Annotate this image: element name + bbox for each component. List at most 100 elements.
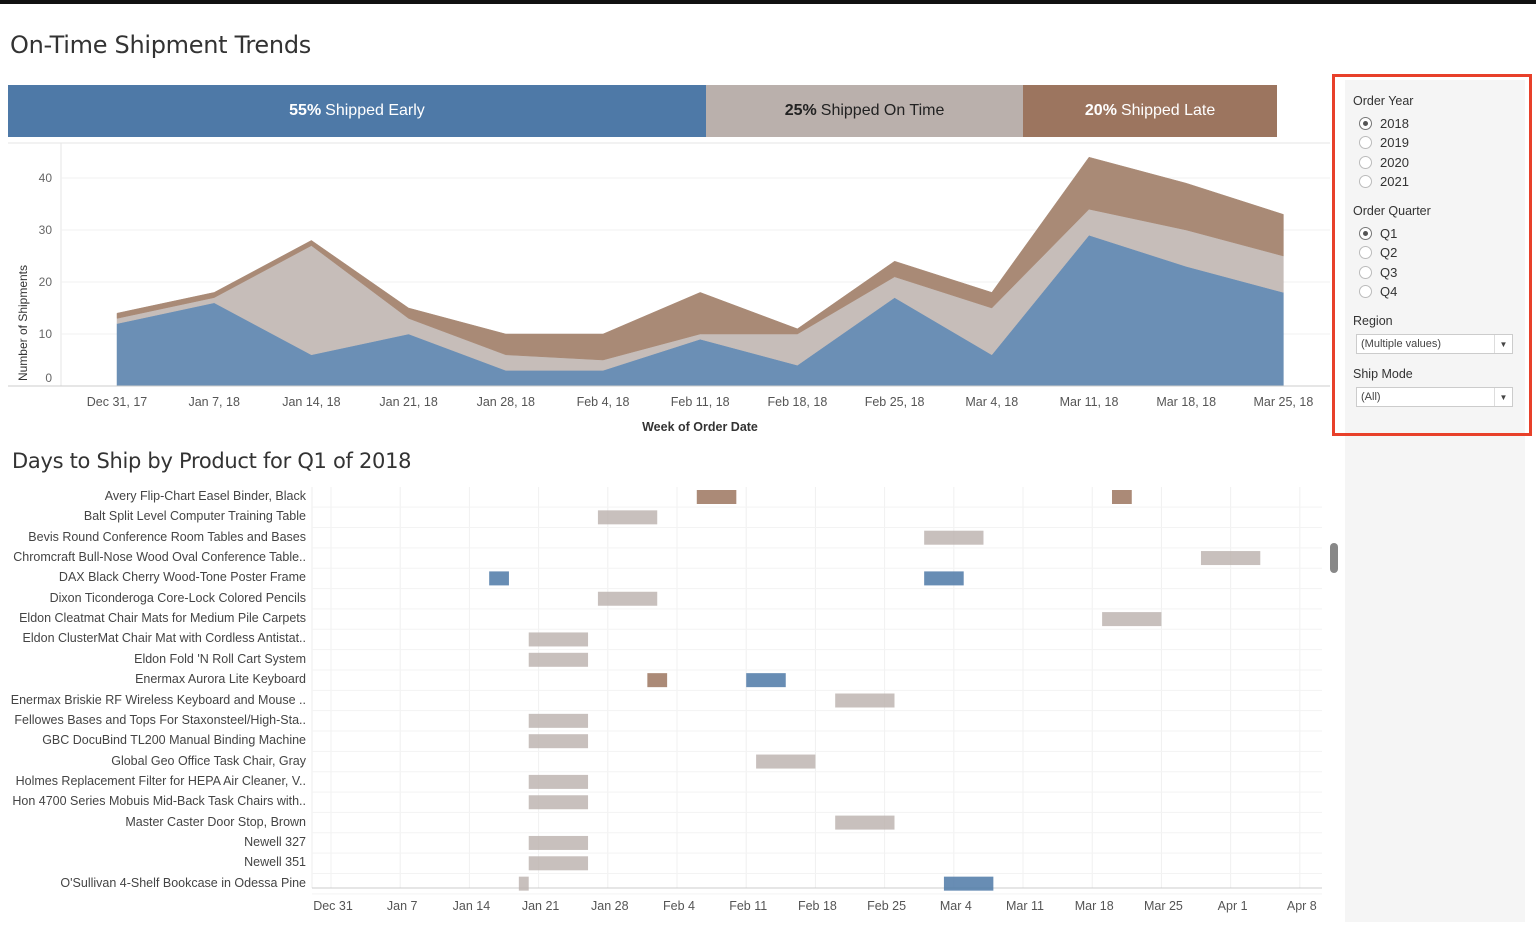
- gantt-bar-ontime[interactable]: [528, 632, 589, 647]
- x-tick-label: Mar 18: [1075, 899, 1114, 913]
- banner-segment-late[interactable]: 20% Shipped Late: [1023, 85, 1277, 137]
- x-tick-label: Jan 14: [453, 899, 491, 913]
- highlight-box: [1332, 74, 1532, 436]
- quarter-option-q2[interactable]: Q2: [1359, 245, 1397, 260]
- product-label: Eldon Fold 'N Roll Cart System: [134, 651, 306, 666]
- gantt-bar-ontime[interactable]: [528, 856, 589, 871]
- gantt-bar-ontime[interactable]: [835, 815, 895, 830]
- banner-pct: 55%: [289, 102, 322, 119]
- x-tick-label: Dec 31, 17: [87, 395, 148, 409]
- gantt-bar-early[interactable]: [489, 571, 509, 586]
- scrollbar-thumb[interactable]: [1330, 543, 1338, 573]
- quarter-option-q1[interactable]: Q1: [1359, 226, 1397, 241]
- year-option-2021[interactable]: 2021: [1359, 174, 1409, 189]
- gantt-bar-ontime[interactable]: [528, 713, 589, 728]
- product-label: Eldon Cleatmat Chair Mats for Medium Pil…: [19, 611, 306, 626]
- gantt-bar-ontime[interactable]: [528, 734, 589, 749]
- banner-segment-ontime[interactable]: 25% Shipped On Time: [705, 85, 1024, 137]
- product-label: Newell 351: [244, 855, 306, 870]
- y-tick-label: 10: [39, 327, 53, 341]
- option-label: Q3: [1380, 264, 1398, 280]
- gantt-bar-ontime[interactable]: [597, 591, 658, 606]
- order-quarter-label: Order Quarter: [1353, 204, 1431, 218]
- gantt-bar-late[interactable]: [696, 490, 737, 504]
- gantt-bar-ontime[interactable]: [528, 795, 589, 810]
- x-tick-label: Dec 31: [313, 899, 353, 913]
- product-label: Balt Split Level Computer Training Table: [83, 509, 306, 524]
- x-tick-label: Feb 25, 18: [865, 395, 925, 409]
- x-tick-label: Feb 18: [798, 899, 837, 913]
- x-tick-label: Mar 4, 18: [965, 395, 1018, 409]
- shipment-summary-banner: 55% Shipped Early 25% Shipped On Time 20% Shi…: [8, 85, 1277, 137]
- gantt-bar-early[interactable]: [746, 673, 786, 688]
- gantt-bar-ontime[interactable]: [528, 774, 589, 789]
- ship-mode-value: (All): [1361, 391, 1381, 403]
- radio-button-icon[interactable]: [1359, 136, 1372, 150]
- gantt-bar-late[interactable]: [647, 673, 668, 688]
- x-tick-label: Mar 11: [1006, 899, 1044, 913]
- banner-label: Shipped Late: [1120, 102, 1216, 119]
- product-label: DAX Black Cherry Wood-Tone Poster Frame: [58, 570, 306, 585]
- product-label: Master Caster Door Stop, Brown: [125, 814, 306, 829]
- gantt-bar-ontime[interactable]: [924, 530, 984, 545]
- gantt-bar-ontime[interactable]: [528, 652, 589, 667]
- ship-mode-dropdown[interactable]: (All) ▼: [1356, 387, 1513, 407]
- product-label: O'Sullivan 4-Shelf Bookcase in Odessa Pi…: [60, 875, 306, 890]
- radio-button-icon[interactable]: [1359, 265, 1372, 279]
- x-tick-label: Jan 28: [591, 899, 629, 913]
- year-option-2020[interactable]: 2020: [1359, 155, 1409, 170]
- region-dropdown[interactable]: (Multiple values) ▼: [1356, 334, 1513, 354]
- gantt-bar-ontime[interactable]: [518, 876, 529, 891]
- banner-label: Shipped Early: [325, 102, 425, 119]
- x-tick-label: Feb 4, 18: [577, 395, 630, 409]
- filter-panel: [1345, 80, 1525, 922]
- x-tick-label: Mar 25, 18: [1254, 395, 1314, 409]
- gantt-bar-ontime[interactable]: [1200, 551, 1261, 566]
- area-series-late[interactable]: [116, 156, 1284, 361]
- gantt-bar-ontime[interactable]: [835, 693, 895, 708]
- y-tick-label: 40: [39, 171, 53, 185]
- product-label: Fellowes Bases and Tops For Staxonsteel/…: [14, 712, 306, 727]
- chevron-down-icon[interactable]: ▼: [1494, 388, 1512, 406]
- year-option-2019[interactable]: 2019: [1359, 135, 1409, 150]
- radio-button-icon[interactable]: [1359, 117, 1372, 130]
- year-option-2018[interactable]: 2018: [1359, 116, 1409, 131]
- x-tick-label: Jan 14, 18: [282, 395, 340, 409]
- region-label: Region: [1353, 314, 1393, 328]
- quarter-option-q4[interactable]: Q4: [1359, 284, 1397, 299]
- x-tick-label: Jan 28, 18: [477, 395, 535, 409]
- radio-button-icon[interactable]: [1359, 227, 1372, 240]
- gantt-bar-ontime[interactable]: [528, 835, 589, 850]
- gantt-bar-early[interactable]: [943, 876, 994, 891]
- option-label: 2020: [1380, 154, 1409, 170]
- gantt-bar-early[interactable]: [924, 571, 964, 586]
- option-label: 2018: [1380, 116, 1409, 131]
- radio-button-icon[interactable]: [1359, 246, 1372, 260]
- gantt-bar-ontime[interactable]: [1102, 612, 1162, 627]
- area-chart: 0 10 20 30 40 Number of Shipments Dec 31, 17 Ja…: [8, 142, 1330, 434]
- option-label: 2021: [1380, 173, 1409, 189]
- x-tick-label: Jan 7, 18: [188, 395, 239, 409]
- x-tick-label: Jan 7: [387, 899, 418, 913]
- product-label: Dixon Ticonderoga Core-Lock Colored Penc…: [49, 590, 306, 605]
- gantt-bar-late[interactable]: [1111, 490, 1132, 504]
- option-label: Q2: [1380, 245, 1398, 261]
- product-label: GBC DocuBind TL200 Manual Binding Machin…: [42, 733, 306, 748]
- option-label: Q1: [1380, 226, 1398, 241]
- product-label: Enermax Aurora Lite Keyboard: [135, 672, 306, 687]
- banner-label: Shipped On Time: [820, 102, 945, 119]
- gantt-title: Days to Ship by Product for Q1 of 2018: [12, 449, 412, 473]
- radio-button-icon[interactable]: [1359, 284, 1372, 298]
- gantt-bar-ontime[interactable]: [597, 510, 658, 525]
- x-tick-label: Mar 4: [940, 899, 972, 913]
- gantt-bar-ontime[interactable]: [756, 754, 816, 769]
- dashboard-title: On-Time Shipment Trends: [10, 31, 311, 59]
- banner-segment-early[interactable]: 55% Shipped Early: [8, 85, 706, 137]
- product-label: Bevis Round Conference Room Tables and B…: [28, 529, 306, 544]
- radio-button-icon[interactable]: [1359, 174, 1372, 188]
- quarter-option-q3[interactable]: Q3: [1359, 265, 1397, 280]
- chevron-down-icon[interactable]: ▼: [1494, 335, 1512, 353]
- radio-button-icon[interactable]: [1359, 155, 1372, 169]
- x-tick-label: Mar 18, 18: [1156, 395, 1216, 409]
- banner-pct: 20%: [1084, 102, 1117, 119]
